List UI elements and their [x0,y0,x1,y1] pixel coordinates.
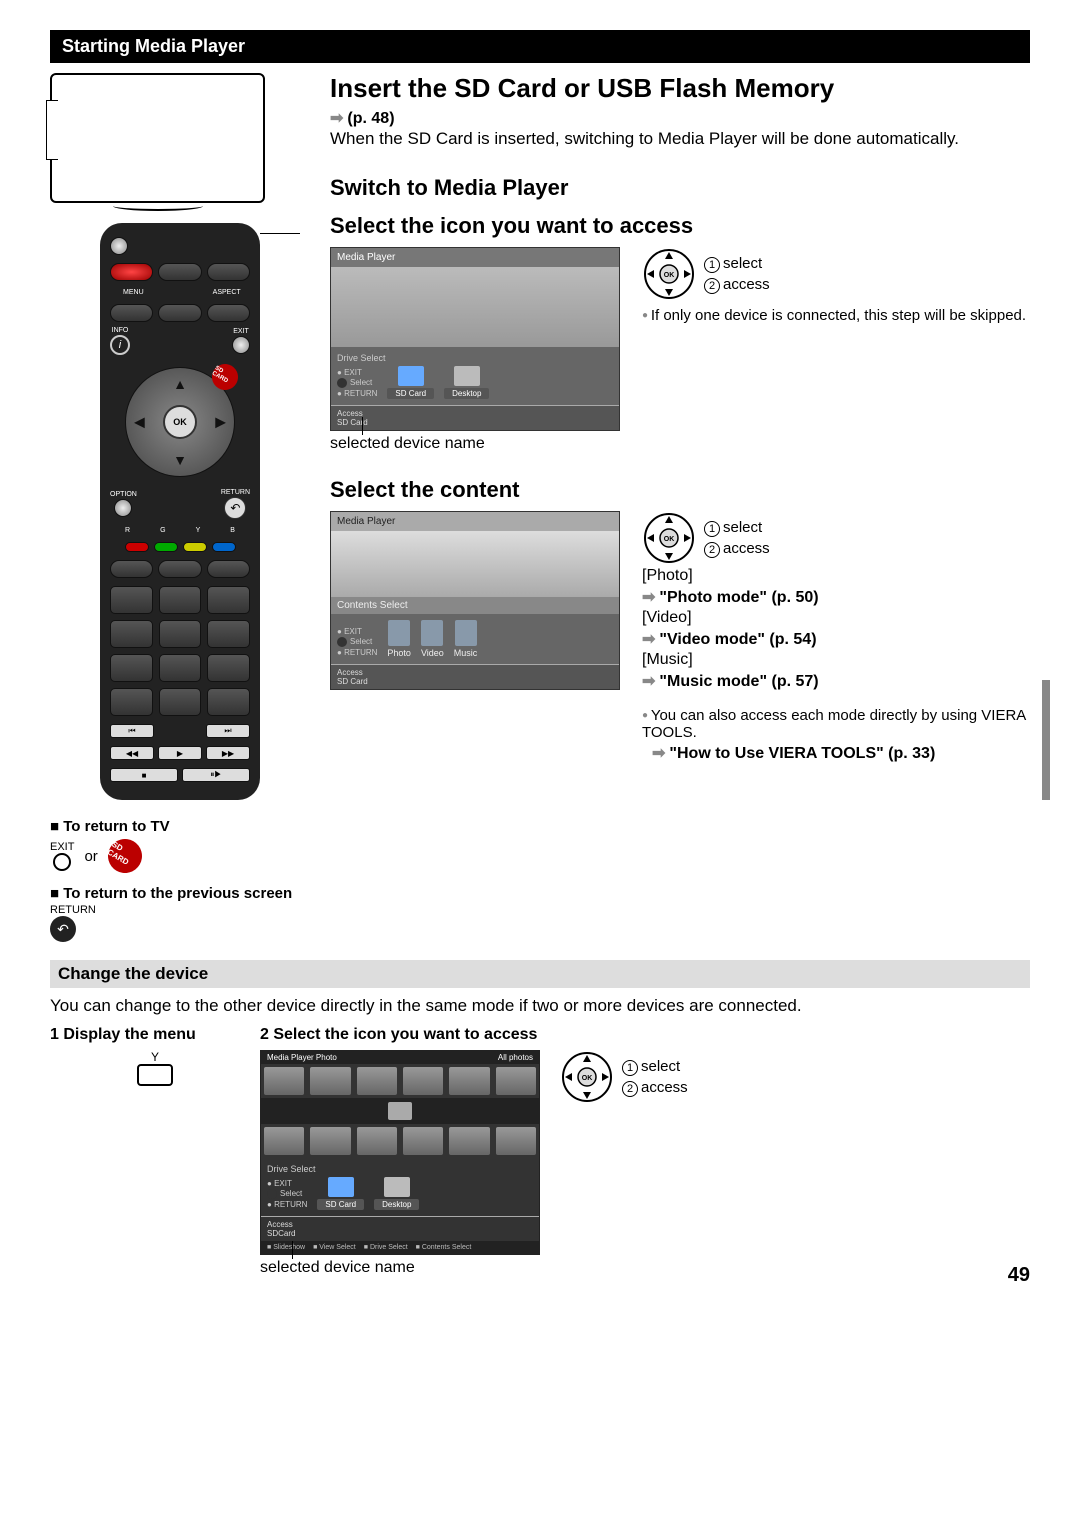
video-ref: ➡"Video mode" (p. 54) [642,629,1030,649]
contents-select-screen: Media Player Contents Select ● EXIT Sele… [330,511,620,690]
remote-illustration: MENUASPECT INFOi EXIT SD CARD ▲▼◀▶ OK OP… [100,223,260,800]
return-button-chip: RETURN↶ [50,904,310,942]
return-icon: ↶ [224,497,246,519]
exit-button-chip: EXIT [50,841,74,871]
page-ref: ➡(p. 48) [330,108,1030,128]
photo-label: [Photo] [642,567,1030,585]
music-label: [Music] [642,651,1030,669]
svg-text:OK: OK [582,1075,593,1082]
change-device-intro: You can change to the other device direc… [50,996,1030,1016]
select-access-legend: 1select 2access [704,517,770,559]
insert-heading: Insert the SD Card or USB Flash Memory [330,73,1030,104]
ok-button: OK [163,405,197,439]
dpad: SD CARD ▲▼◀▶ OK [125,367,235,477]
drive-select-thumb-screen: Media Player PhotoAll photos Drive Selec… [260,1050,540,1255]
select-icon-heading: Select the icon you want to access [330,213,1030,239]
music-ref: ➡"Music mode" (p. 57) [642,671,1030,691]
svg-text:OK: OK [664,272,675,279]
sd-card-chip: SD CARD [102,833,148,879]
okpad-icon: OK [560,1050,614,1104]
okpad-icon: OK [642,511,696,565]
okpad-icon: OK [642,247,696,301]
drive-select-screen: Media Player Drive Select ● EXIT Select … [330,247,620,431]
insert-text: When the SD Card is inserted, switching … [330,128,1030,151]
tv-illustration [50,73,265,203]
sd-card-button: SD CARD [207,359,243,395]
side-tab-bar [1042,680,1050,800]
one-device-note: If only one device is connected, this st… [642,307,1026,324]
selected-device-caption: selected device name [260,1259,540,1277]
page-number: 49 [1008,1264,1030,1287]
yellow-button: Y [70,1050,240,1086]
return-prev-note: ■ To return to the previous screen [50,885,310,902]
photo-ref: ➡"Photo mode" (p. 50) [642,587,1030,607]
info-icon: i [110,335,130,355]
step1-title: 1 Display the menu [50,1026,240,1044]
or-text: or [84,848,97,865]
selected-device-caption: selected device name [330,435,620,453]
viera-ref: ➡"How to Use VIERA TOOLS" (p. 33) [652,743,1030,763]
return-tv-note: ■ To return to TV [50,818,310,835]
change-device-header: Change the device [50,960,1030,988]
svg-text:OK: OK [664,536,675,543]
select-access-legend: 1select 2access [622,1056,688,1098]
video-label: [Video] [642,609,1030,627]
viera-note: You can also access each mode directly b… [642,707,1030,741]
select-content-heading: Select the content [330,477,1030,503]
select-access-legend: 1select 2access [704,253,770,295]
section-header: Starting Media Player [50,30,1030,63]
switch-heading: Switch to Media Player [330,175,1030,201]
step2-title: 2 Select the icon you want to access [260,1026,688,1044]
